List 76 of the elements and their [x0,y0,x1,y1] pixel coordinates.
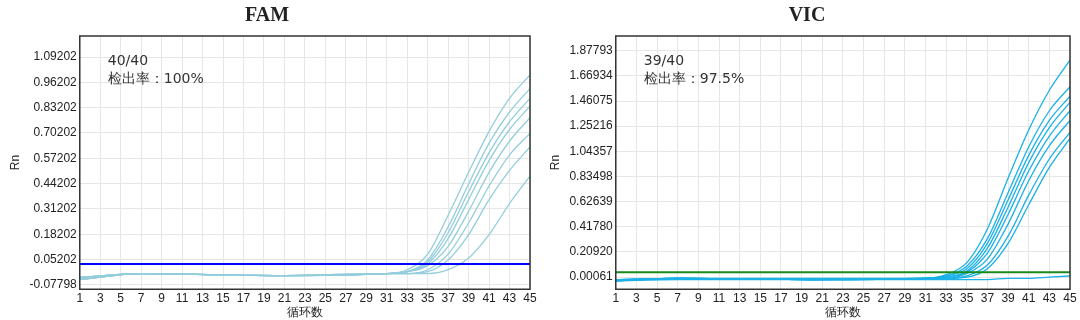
x-tick-label: 13 [195,290,210,305]
x-tick-label: 13 [732,290,747,305]
y-tick-label: 0.96202 [33,74,78,89]
x-tick-label: 11 [712,290,726,305]
y-tick-label: 0.31202 [33,201,78,216]
y-tick-label: 0.00061 [569,269,614,284]
annotation: 检出率：97.5% [643,69,745,86]
x-tick-label: 3 [96,290,104,305]
x-tick-label: 31 [918,290,933,305]
y-tick-label: 0.41780 [569,219,614,234]
x-tick-label: 27 [339,290,353,305]
x-tick-label: 7 [137,290,145,305]
x-tick-label: 19 [257,290,271,305]
y-tick-label: 0.05202 [33,251,78,266]
y-tick-label: 0.44202 [33,175,78,190]
y-tick-label: 0.18202 [33,226,78,241]
x-tick-label: 37 [441,290,456,305]
y-tick-label: 0.83498 [569,168,614,183]
x-tick-label: 33 [939,290,954,305]
x-tick-label: 15 [753,290,768,305]
x-tick-label: 9 [158,290,166,305]
y-tick-label: 1.04357 [569,143,614,158]
x-tick-label: 1 [76,290,84,305]
y-tick-label: 0.20920 [569,244,614,259]
x-tick-label: 29 [898,290,912,305]
x-tick-label: 41 [1022,290,1036,305]
y-tick-label: 1.87793 [569,43,614,58]
x-tick-label: 43 [502,290,517,305]
x-tick-label: 37 [980,290,995,305]
x-tick-label: 5 [653,290,661,305]
annotation: 40/40 [107,51,149,68]
y-tick-label: 0.62639 [569,193,614,208]
x-tick-label: 31 [380,290,394,305]
x-tick-label: 5 [117,290,125,305]
x-axis-title: 循环数 [824,305,861,320]
y-tick-label: -0.07798 [29,277,78,292]
x-tick-label: 45 [523,290,537,305]
x-tick-label: 21 [815,290,830,305]
x-tick-label: 39 [461,290,476,305]
x-tick-label: 27 [877,290,892,305]
chart-title: VIC [788,3,826,26]
x-tick-label: 15 [216,290,231,305]
x-tick-label: 33 [400,290,415,305]
y-tick-label: 1.09202 [33,49,78,64]
chart-title: FAM [244,3,290,26]
x-tick-label: 39 [1001,290,1016,305]
y-tick-label: 1.66934 [569,68,614,83]
x-tick-label: 17 [236,290,251,305]
x-tick-label: 43 [1042,290,1057,305]
x-axis-title: 循环数 [286,305,323,320]
x-tick-label: 25 [318,290,333,305]
x-tick-label: 3 [633,290,641,305]
x-tick-label: 41 [482,290,497,305]
x-tick-label: 19 [794,290,809,305]
y-tick-label: 1.46075 [569,93,614,108]
x-tick-label: 21 [277,290,292,305]
x-tick-label: 35 [960,290,974,305]
y-tick-label: 1.25216 [569,118,614,133]
x-tick-label: 23 [298,290,312,305]
y-axis-title: Rn [7,154,22,171]
y-tick-label: 0.57202 [33,150,78,165]
x-tick-label: 17 [774,290,788,305]
y-axis-title: Rn [547,154,562,171]
x-tick-label: 1 [612,290,620,305]
annotation: 39/40 [643,51,685,68]
x-tick-label: 29 [359,290,374,305]
x-tick-label: 45 [1063,290,1077,305]
x-tick-label: 9 [695,290,703,305]
x-tick-label: 23 [836,290,850,305]
x-tick-label: 7 [674,290,682,305]
y-tick-label: 0.83202 [33,99,78,114]
x-tick-label: 11 [175,290,189,305]
x-tick-label: 25 [856,290,871,305]
y-tick-label: 0.70202 [33,125,78,140]
annotation: 检出率：100% [107,69,204,86]
x-tick-label: 35 [421,290,435,305]
